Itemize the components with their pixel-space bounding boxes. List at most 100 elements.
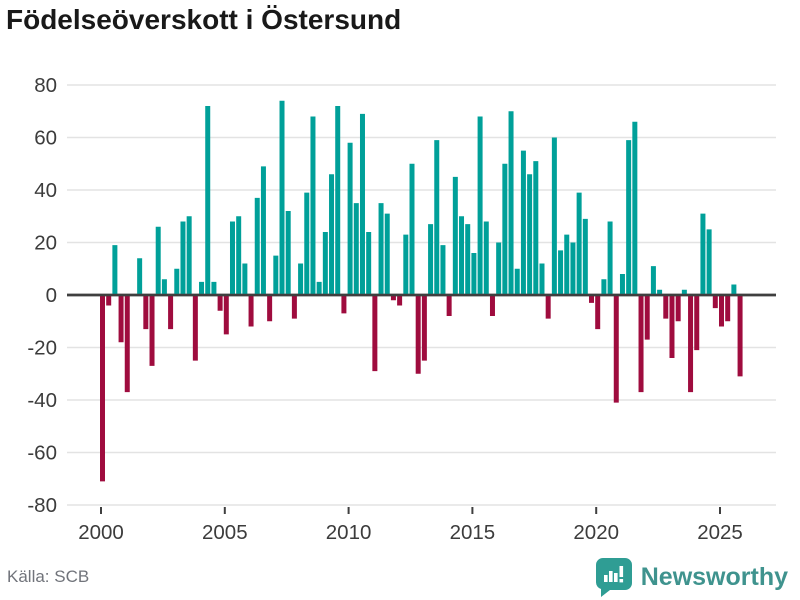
bar-2018Q2 bbox=[551, 137, 557, 295]
y-axis-label--40: -40 bbox=[27, 389, 57, 412]
bar-2007Q3 bbox=[285, 211, 291, 295]
bar-2013Q4 bbox=[440, 245, 446, 295]
bar-2001Q1 bbox=[124, 295, 130, 393]
bar-2017Q3 bbox=[533, 161, 539, 295]
newsworthy-logo-icon bbox=[595, 558, 632, 597]
bar-2002Q4 bbox=[168, 295, 174, 330]
bar-2010Q3 bbox=[359, 113, 365, 295]
bar-2024Q1 bbox=[694, 295, 700, 351]
source-label: Källa: SCB bbox=[7, 567, 90, 586]
bar-2022Q1 bbox=[644, 295, 650, 340]
bar-2015Q3 bbox=[483, 221, 489, 295]
bar-2015Q1 bbox=[471, 253, 477, 295]
bar-2020Q4 bbox=[613, 295, 619, 403]
bar-2010Q4 bbox=[366, 232, 372, 295]
bar-2016Q4 bbox=[514, 268, 520, 295]
bar-2016Q3 bbox=[508, 111, 514, 295]
bar-2014Q4 bbox=[465, 224, 471, 295]
bar-2010Q2 bbox=[353, 203, 359, 295]
y-axis-label-40: 40 bbox=[34, 179, 57, 202]
bar-2021Q4 bbox=[638, 295, 644, 393]
bar-2009Q2 bbox=[329, 174, 335, 295]
y-axis-label-0: 0 bbox=[46, 284, 57, 307]
bar-2007Q1 bbox=[273, 255, 279, 295]
bar-2024Q2 bbox=[700, 213, 706, 295]
bar-2008Q1 bbox=[298, 263, 304, 295]
bar-2016Q1 bbox=[496, 242, 502, 295]
y-axis-label--60: -60 bbox=[27, 442, 57, 465]
bar-2005Q3 bbox=[236, 216, 242, 295]
newsworthy-branding: Newsworthy bbox=[595, 558, 788, 597]
x-axis-label-2005: 2005 bbox=[202, 521, 248, 544]
x-axis-label-2025: 2025 bbox=[697, 521, 743, 544]
x-axis-label-2000: 2000 bbox=[78, 521, 124, 544]
y-axis-label-80: 80 bbox=[34, 74, 57, 97]
x-axis-label-2020: 2020 bbox=[573, 521, 619, 544]
bar-2012Q3 bbox=[409, 163, 415, 295]
bar-2007Q2 bbox=[279, 100, 285, 295]
bar-2003Q2 bbox=[180, 221, 186, 295]
bar-2010Q1 bbox=[347, 142, 353, 295]
bar-2004Q4 bbox=[217, 295, 223, 311]
bar-2005Q1 bbox=[223, 295, 229, 335]
bar-2021Q1 bbox=[619, 274, 625, 295]
bar-2020Q3 bbox=[607, 221, 613, 295]
bar-2025Q3 bbox=[731, 284, 737, 295]
bar-2022Q3 bbox=[657, 289, 663, 295]
bar-2009Q4 bbox=[341, 295, 347, 314]
bar-2011Q1 bbox=[372, 295, 378, 372]
bar-2019Q4 bbox=[589, 295, 595, 303]
bar-2020Q1 bbox=[595, 295, 601, 330]
bar-2013Q3 bbox=[434, 140, 440, 295]
bar-2014Q1 bbox=[446, 295, 452, 316]
bar-2023Q3 bbox=[681, 289, 687, 295]
bar-2022Q2 bbox=[650, 266, 656, 295]
bar-2021Q3 bbox=[632, 121, 638, 295]
bar-2013Q2 bbox=[428, 224, 434, 295]
bar-2004Q1 bbox=[199, 281, 205, 295]
bar-2023Q1 bbox=[669, 295, 675, 358]
bar-2006Q1 bbox=[248, 295, 254, 327]
bar-2002Q2 bbox=[155, 226, 161, 295]
bar-2011Q2 bbox=[378, 203, 384, 295]
bar-2014Q3 bbox=[459, 216, 465, 295]
bar-2005Q4 bbox=[242, 263, 248, 295]
x-axis-label-2015: 2015 bbox=[450, 521, 496, 544]
bar-2000Q1 bbox=[100, 295, 105, 482]
bar-2003Q4 bbox=[192, 295, 198, 361]
bar-2001Q3 bbox=[137, 258, 143, 295]
bar-2011Q4 bbox=[390, 295, 396, 301]
bar-2024Q3 bbox=[706, 229, 712, 295]
bar-2004Q2 bbox=[205, 106, 211, 295]
bar-2006Q4 bbox=[267, 295, 273, 322]
bar-2017Q2 bbox=[527, 174, 533, 295]
bar-2020Q2 bbox=[601, 279, 607, 295]
bar-2005Q2 bbox=[229, 221, 235, 295]
bar-2011Q3 bbox=[384, 213, 390, 295]
bar-2009Q1 bbox=[322, 232, 328, 295]
bar-2000Q3 bbox=[112, 245, 118, 295]
bar-2003Q3 bbox=[186, 216, 192, 295]
bar-2022Q4 bbox=[663, 295, 669, 319]
bar-2017Q1 bbox=[520, 150, 526, 295]
bar-2025Q2 bbox=[725, 295, 731, 322]
bar-2012Q4 bbox=[415, 295, 421, 374]
bar-2019Q3 bbox=[582, 218, 588, 295]
bar-2018Q3 bbox=[558, 250, 564, 295]
bar-2012Q1 bbox=[397, 295, 403, 306]
y-axis-label-20: 20 bbox=[34, 232, 57, 255]
bar-2000Q4 bbox=[118, 295, 124, 343]
bar-2023Q4 bbox=[688, 295, 694, 393]
bar-2018Q4 bbox=[564, 234, 570, 295]
page-title: Födelseöverskott i Östersund bbox=[6, 4, 402, 35]
bar-2008Q4 bbox=[316, 281, 322, 295]
bar-2018Q1 bbox=[545, 295, 551, 319]
bar-2015Q2 bbox=[477, 116, 483, 295]
y-axis-label-60: 60 bbox=[34, 127, 57, 150]
bar-2024Q4 bbox=[712, 295, 718, 309]
bar-2021Q2 bbox=[626, 140, 632, 295]
bar-2013Q1 bbox=[421, 295, 427, 361]
bar-2015Q4 bbox=[489, 295, 495, 316]
bar-2025Q1 bbox=[719, 295, 724, 327]
